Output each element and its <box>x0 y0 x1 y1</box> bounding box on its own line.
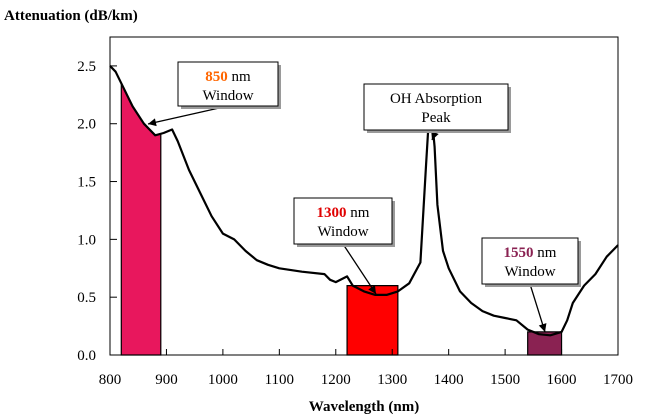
x-tick-label: 1200 <box>321 372 351 388</box>
callout-text: nm <box>228 69 251 85</box>
y-tick-label: 0.5 <box>77 290 96 306</box>
callout-box <box>363 83 509 131</box>
x-tick-label: 1400 <box>434 372 464 388</box>
callout-line-1: 1300 nm <box>317 205 370 221</box>
x-tick-label: 1100 <box>265 372 294 388</box>
x-tick-label: 1700 <box>603 372 633 388</box>
attenuation-curve <box>109 65 619 337</box>
callout-box <box>293 197 393 245</box>
callout-text: OH Absorption <box>390 91 483 107</box>
callout-number: 850 <box>205 69 228 85</box>
callout-line-1: 850 nm <box>205 69 251 85</box>
callout-arrowhead <box>431 131 439 140</box>
x-tick-label: 1000 <box>208 372 238 388</box>
callout-line-2: Peak <box>421 110 451 126</box>
callout-line-2: Window <box>504 264 555 280</box>
callout-leader <box>529 283 546 333</box>
callout-number: 1300 <box>317 205 347 221</box>
y-tick-label: 0.0 <box>77 348 96 364</box>
callout-arrowhead <box>368 285 376 294</box>
callout-text: nm <box>534 245 557 261</box>
callout-arrowhead <box>538 323 547 332</box>
y-tick-label: 2.5 <box>77 59 96 75</box>
callout-line-2: Window <box>202 88 253 104</box>
callout-number: 1550 <box>504 245 534 261</box>
y-axis-label: Attenuation (dB/km) <box>4 8 138 24</box>
callout-box <box>481 237 579 285</box>
y-tick-label: 1.0 <box>77 232 96 248</box>
callout-box <box>177 61 279 107</box>
x-tick-label: 800 <box>99 372 122 388</box>
window-band-1 <box>346 285 399 356</box>
x-tick-label: 1300 <box>377 372 407 388</box>
callout-line-1: OH Absorption <box>390 91 483 107</box>
x-tick-label: 900 <box>155 372 178 388</box>
callout-line-2: Window <box>317 224 368 240</box>
plot-frame <box>109 36 619 356</box>
x-tick-label: 1500 <box>490 372 520 388</box>
callout-leader <box>342 243 377 295</box>
y-tick-label: 2.0 <box>77 117 96 133</box>
x-axis-label: Wavelength (nm) <box>309 399 419 415</box>
callout-arrowhead <box>148 118 157 127</box>
x-tick-label: 1600 <box>547 372 577 388</box>
callout-text: nm <box>347 205 370 221</box>
y-tick-label: 1.5 <box>77 175 96 191</box>
callout-line-1: 1550 nm <box>504 245 557 261</box>
